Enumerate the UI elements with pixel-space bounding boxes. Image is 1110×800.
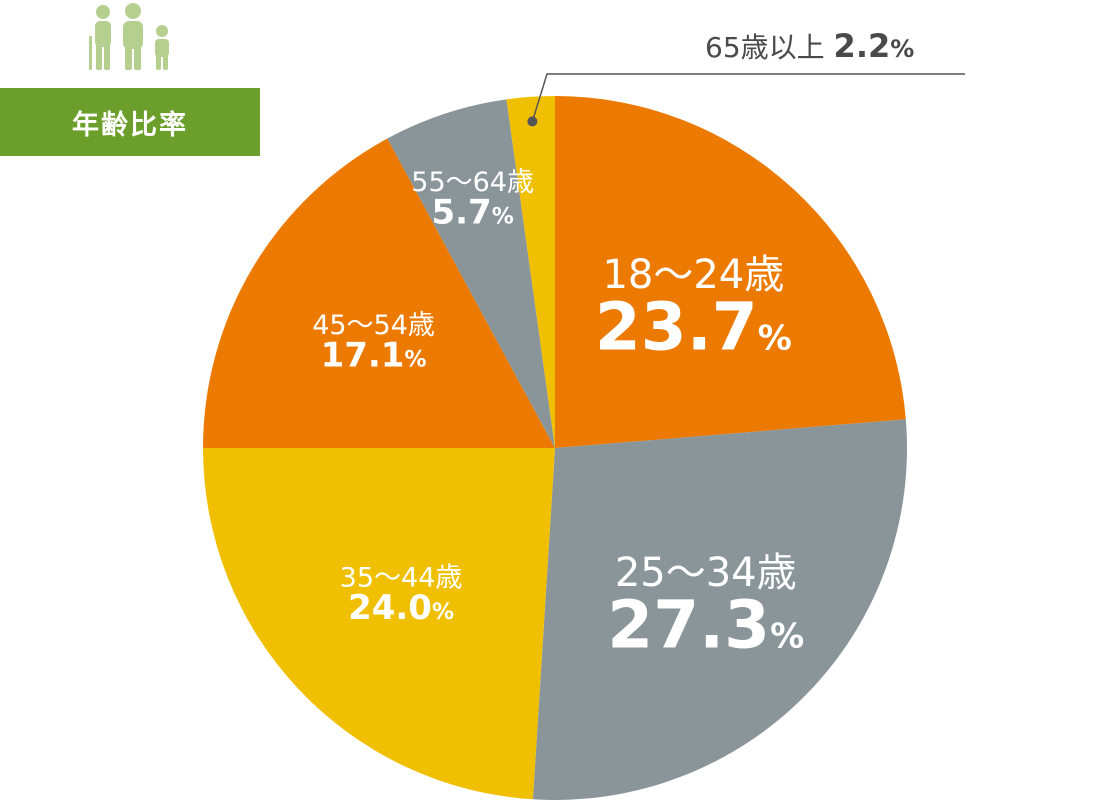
- slice-65-plus: [506, 96, 555, 448]
- slice-label: 35～44歳: [340, 563, 463, 594]
- slice-label: 45～54歳: [312, 310, 435, 341]
- slice-label: 25～34歳: [615, 550, 797, 596]
- callout-category: 65歳以上: [705, 31, 825, 64]
- callout-unit: %: [890, 35, 915, 63]
- slice-35-44: [203, 448, 555, 800]
- chart-title: 年齢比率: [0, 88, 260, 156]
- slice-45-54: [203, 138, 555, 448]
- slice-value-label: 24.0%: [348, 588, 454, 628]
- slice-label: 55～64歳: [411, 167, 534, 198]
- callout-leader: [527, 73, 965, 127]
- slice-55-64: [387, 99, 555, 448]
- callout-value: 2.2: [833, 27, 891, 65]
- slice-25-34: [532, 419, 907, 800]
- slice-18-24: [555, 96, 906, 448]
- callout-label-65-plus: 65歳以上 2.2%: [705, 26, 914, 66]
- slice-label: 18～24歳: [602, 252, 784, 298]
- family-people-icon: [89, 3, 169, 70]
